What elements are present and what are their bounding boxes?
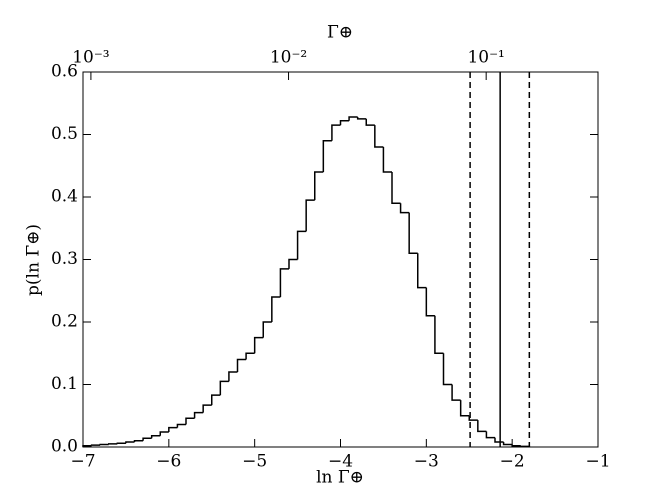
histogram-step [494,437,504,443]
x2-tick-label: 10⁻³ [72,48,109,68]
histogram-step [193,411,204,419]
histogram-step [99,443,109,446]
y-tick-label: 0.5 [51,124,78,144]
histogram-step [116,442,126,444]
x-tick-label: −5 [242,452,267,472]
histogram-step [348,116,358,121]
x2-axis-label: Γ⊕ [327,23,353,43]
histogram-step [374,125,384,148]
histogram-step [477,420,487,433]
histogram-step [502,442,513,446]
histogram-step [417,253,427,289]
histogram-step [382,147,392,173]
histogram-step [90,444,101,446]
x2-tick-label: 10⁻¹ [467,48,504,68]
histogram-step [356,117,367,120]
histogram-step [314,171,324,201]
y-tick-label: 0.2 [51,312,78,332]
histogram-step [459,400,470,417]
histogram-step [322,140,332,172]
x2-tick-label: 10⁻² [270,48,307,68]
histogram-step [296,230,307,260]
x-tick-label: −4 [328,452,353,472]
histogram-step [176,423,186,428]
histogram-step [245,352,255,360]
histogram-step [468,415,478,421]
histogram-step [202,404,212,413]
histogram-step [331,124,341,141]
y-tick-label: 0.6 [51,62,78,82]
histogram-step [271,296,281,322]
x-tick-label: −3 [414,452,439,472]
histogram-step [365,118,375,126]
y-tick-label: 0.3 [51,249,78,269]
histogram-step [399,203,410,214]
histogram-step [211,394,221,406]
x-axis-label: ln Γ⊕ [316,468,364,488]
x-tick-label: −2 [500,452,525,472]
histogram-step [133,440,144,442]
histogram-step [408,212,418,254]
histogram-step [442,353,453,386]
y-tick-label: 0.4 [51,187,78,207]
histogram-step [108,443,118,445]
histogram-step [219,380,229,396]
x-tick-label: −7 [70,452,95,472]
histogram-step [236,358,247,372]
plot-frame [82,71,599,448]
histogram-step [511,444,521,447]
histogram-step [228,371,238,382]
histogram-step [253,336,264,354]
y-tick-label: 0.1 [51,374,78,394]
histogram-step [150,435,161,439]
x-tick-label: −1 [585,452,610,472]
histogram-step [434,315,444,354]
histogram-step [425,287,435,317]
histogram-step [339,120,350,126]
histogram-step [305,199,315,232]
histogram-step [288,258,298,269]
histogram-step [125,441,135,444]
y-tick-label: 0.0 [51,437,78,457]
histogram-step [159,431,169,436]
histogram-step [142,437,152,441]
histogram-step [168,426,178,432]
histogram-step [485,431,495,439]
histogram-step [391,172,401,204]
histogram-step [279,268,289,297]
histogram-step [451,384,461,401]
histogram-step [185,417,195,425]
x-tick-label: −6 [156,452,181,472]
y-axis-label: p(ln Γ⊕) [24,224,44,296]
histogram-step [262,321,272,338]
